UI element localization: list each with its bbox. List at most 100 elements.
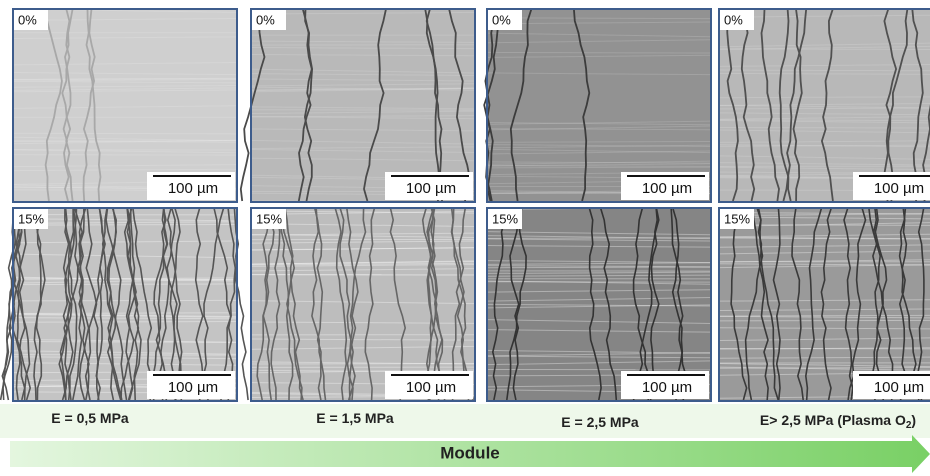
crack bbox=[213, 207, 234, 401]
texture bbox=[12, 313, 238, 318]
texture bbox=[486, 163, 712, 167]
column-label-text: E = 2,5 MPa bbox=[561, 414, 639, 430]
panel-border bbox=[250, 207, 476, 402]
texture bbox=[486, 32, 712, 38]
texture bbox=[250, 146, 476, 150]
crack bbox=[450, 207, 470, 401]
crack bbox=[757, 207, 779, 401]
texture bbox=[718, 211, 930, 215]
crack bbox=[847, 207, 867, 401]
crack bbox=[35, 207, 43, 401]
crack bbox=[105, 207, 122, 401]
crack bbox=[363, 8, 387, 202]
texture bbox=[718, 308, 930, 312]
column-label: E = 1,5 MPa bbox=[316, 410, 394, 426]
micrograph bbox=[719, 9, 930, 202]
texture bbox=[718, 222, 930, 227]
texture bbox=[718, 264, 930, 269]
panel-border bbox=[12, 8, 238, 203]
column-label-text: E> 2,5 MPa (Plasma O bbox=[760, 412, 906, 428]
texture bbox=[12, 149, 238, 154]
crack bbox=[311, 207, 327, 401]
panel-border bbox=[718, 207, 930, 402]
strain-label: 15% bbox=[492, 211, 518, 226]
crack bbox=[791, 207, 804, 401]
texture bbox=[486, 148, 712, 154]
texture bbox=[718, 299, 930, 302]
crack bbox=[427, 207, 444, 401]
scale-label: 100 µm bbox=[168, 180, 218, 197]
texture bbox=[12, 317, 238, 320]
strain-label: 0% bbox=[18, 12, 37, 27]
texture bbox=[718, 104, 930, 109]
crack bbox=[872, 207, 894, 401]
texture bbox=[486, 166, 712, 169]
crack bbox=[820, 8, 834, 202]
texture bbox=[250, 68, 476, 74]
crack bbox=[573, 8, 591, 202]
crack bbox=[284, 207, 303, 401]
crack bbox=[820, 207, 833, 401]
crack bbox=[898, 207, 907, 401]
texture bbox=[486, 238, 712, 242]
texture bbox=[250, 262, 476, 266]
texture bbox=[250, 40, 476, 43]
crack bbox=[509, 8, 533, 202]
crack bbox=[85, 8, 102, 202]
crack bbox=[792, 8, 803, 202]
texture bbox=[486, 120, 712, 125]
crack bbox=[62, 207, 72, 401]
crack bbox=[33, 207, 46, 401]
texture bbox=[250, 260, 476, 265]
texture bbox=[718, 337, 930, 342]
texture bbox=[718, 144, 930, 148]
texture bbox=[250, 268, 476, 272]
crack bbox=[506, 207, 527, 401]
crack bbox=[120, 207, 137, 401]
texture bbox=[12, 276, 238, 282]
texture bbox=[486, 304, 712, 309]
micrograph-panel: 0% 100 µm bbox=[239, 8, 476, 203]
crack bbox=[450, 207, 467, 401]
scale-label: 100 µm bbox=[168, 379, 218, 396]
column-label: E = 2,5 MPa bbox=[561, 414, 639, 430]
crack bbox=[279, 207, 294, 401]
crack bbox=[166, 207, 183, 401]
panel-border bbox=[250, 8, 476, 203]
texture bbox=[12, 72, 238, 76]
texture bbox=[486, 235, 712, 240]
texture bbox=[486, 21, 712, 25]
texture bbox=[12, 105, 238, 109]
scale-label: 100 µm bbox=[874, 180, 924, 197]
crack bbox=[509, 207, 523, 401]
column-label-tail: ) bbox=[911, 412, 916, 428]
micrograph-panel: 0% 100 µm bbox=[483, 8, 712, 203]
micrograph-panel: 15% 100 µm bbox=[0, 206, 249, 402]
micrograph-panel: 0% 100 µm bbox=[718, 8, 930, 203]
crack bbox=[448, 8, 471, 202]
column-label-text: E = 1,5 MPa bbox=[316, 410, 394, 426]
crack bbox=[911, 8, 924, 202]
texture bbox=[250, 73, 476, 76]
crack bbox=[389, 207, 407, 401]
column-label-text: E = 0,5 MPa bbox=[51, 410, 129, 426]
texture bbox=[718, 366, 930, 371]
crack bbox=[61, 207, 85, 401]
crack bbox=[922, 104, 930, 202]
crack bbox=[740, 8, 756, 202]
crack bbox=[339, 207, 354, 401]
texture bbox=[486, 141, 712, 143]
strain-box bbox=[720, 209, 754, 229]
texture bbox=[12, 87, 238, 91]
texture bbox=[250, 261, 476, 265]
texture bbox=[718, 356, 930, 359]
texture bbox=[718, 96, 930, 99]
crack bbox=[491, 207, 510, 401]
crack bbox=[85, 207, 105, 401]
texture bbox=[718, 112, 930, 116]
texture bbox=[12, 132, 238, 135]
scale-label: 100 µm bbox=[406, 379, 456, 396]
micrograph-panel: 0% 100 µm bbox=[12, 8, 238, 203]
micrograph-panel: 15% 100 µm bbox=[250, 207, 476, 402]
texture bbox=[486, 39, 712, 44]
